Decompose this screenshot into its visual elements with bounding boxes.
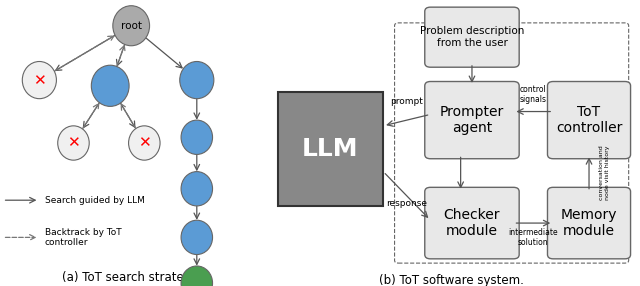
Text: Memory
module: Memory module [561, 208, 617, 238]
Text: (b) ToT software system.: (b) ToT software system. [379, 274, 524, 286]
Circle shape [181, 266, 212, 286]
Text: LLM: LLM [302, 137, 358, 161]
Text: Checker
module: Checker module [444, 208, 500, 238]
FancyBboxPatch shape [278, 92, 383, 206]
FancyBboxPatch shape [425, 82, 519, 159]
Text: ToT
controller: ToT controller [556, 105, 622, 135]
Text: conversation and
node visit history: conversation and node visit history [599, 146, 609, 200]
Text: control
signals: control signals [520, 85, 547, 104]
Circle shape [181, 172, 212, 206]
Text: Search guided by LLM: Search guided by LLM [45, 196, 145, 205]
Text: Prompter
agent: Prompter agent [440, 105, 504, 135]
Circle shape [58, 126, 89, 160]
Text: Backtrack by ToT
controller: Backtrack by ToT controller [45, 228, 121, 247]
FancyBboxPatch shape [547, 82, 630, 159]
FancyBboxPatch shape [425, 187, 519, 259]
Text: response: response [387, 198, 428, 208]
Text: intermediate
solution: intermediate solution [509, 228, 558, 247]
Text: ✕: ✕ [138, 136, 150, 150]
FancyBboxPatch shape [425, 7, 519, 67]
Text: root: root [121, 21, 141, 31]
Text: ✕: ✕ [67, 136, 80, 150]
Text: (a) ToT search strategy.: (a) ToT search strategy. [62, 271, 200, 284]
Circle shape [113, 6, 150, 46]
Circle shape [181, 220, 212, 255]
Text: prompt: prompt [390, 97, 423, 106]
Circle shape [180, 61, 214, 99]
Text: Problem description
from the user: Problem description from the user [420, 26, 524, 48]
Circle shape [129, 126, 160, 160]
Text: ✕: ✕ [33, 73, 45, 88]
Circle shape [92, 65, 129, 106]
Circle shape [22, 61, 56, 99]
Circle shape [181, 120, 212, 154]
FancyBboxPatch shape [547, 187, 630, 259]
